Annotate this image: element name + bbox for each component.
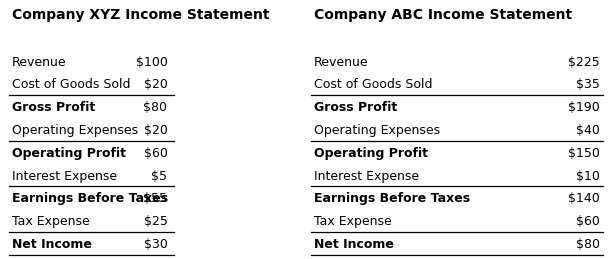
Text: $100: $100 <box>136 56 167 69</box>
Text: $60: $60 <box>576 215 600 228</box>
Text: Operating Expenses: Operating Expenses <box>12 124 138 137</box>
Text: Tax Expense: Tax Expense <box>12 215 90 228</box>
Text: $10: $10 <box>576 170 600 183</box>
Text: $5: $5 <box>152 170 167 183</box>
Text: Operating Profit: Operating Profit <box>12 147 126 160</box>
Text: $140: $140 <box>568 192 600 205</box>
Text: Earnings Before Taxes: Earnings Before Taxes <box>12 192 168 205</box>
Text: $25: $25 <box>144 215 167 228</box>
Text: Gross Profit: Gross Profit <box>12 101 96 114</box>
Text: Operating Expenses: Operating Expenses <box>314 124 440 137</box>
Text: $30: $30 <box>144 238 167 251</box>
Text: Interest Expense: Interest Expense <box>12 170 118 183</box>
Text: Cost of Goods Sold: Cost of Goods Sold <box>12 78 131 91</box>
Text: $35: $35 <box>576 78 600 91</box>
Text: Company ABC Income Statement: Company ABC Income Statement <box>314 8 572 22</box>
Text: Earnings Before Taxes: Earnings Before Taxes <box>314 192 470 205</box>
Text: Cost of Goods Sold: Cost of Goods Sold <box>314 78 432 91</box>
Text: Revenue: Revenue <box>314 56 368 69</box>
Text: $55: $55 <box>144 192 167 205</box>
Text: $190: $190 <box>568 101 600 114</box>
Text: Operating Profit: Operating Profit <box>314 147 428 160</box>
Text: Gross Profit: Gross Profit <box>314 101 397 114</box>
Text: $20: $20 <box>144 124 167 137</box>
Text: Net Income: Net Income <box>12 238 92 251</box>
Text: $80: $80 <box>576 238 600 251</box>
Text: Net Income: Net Income <box>314 238 393 251</box>
Text: $20: $20 <box>144 78 167 91</box>
Text: $225: $225 <box>568 56 600 69</box>
Text: Revenue: Revenue <box>12 56 67 69</box>
Text: $150: $150 <box>568 147 600 160</box>
Text: $80: $80 <box>144 101 167 114</box>
Text: Interest Expense: Interest Expense <box>314 170 419 183</box>
Text: Tax Expense: Tax Expense <box>314 215 392 228</box>
Text: $60: $60 <box>144 147 167 160</box>
Text: Company XYZ Income Statement: Company XYZ Income Statement <box>12 8 270 22</box>
Text: $40: $40 <box>576 124 600 137</box>
